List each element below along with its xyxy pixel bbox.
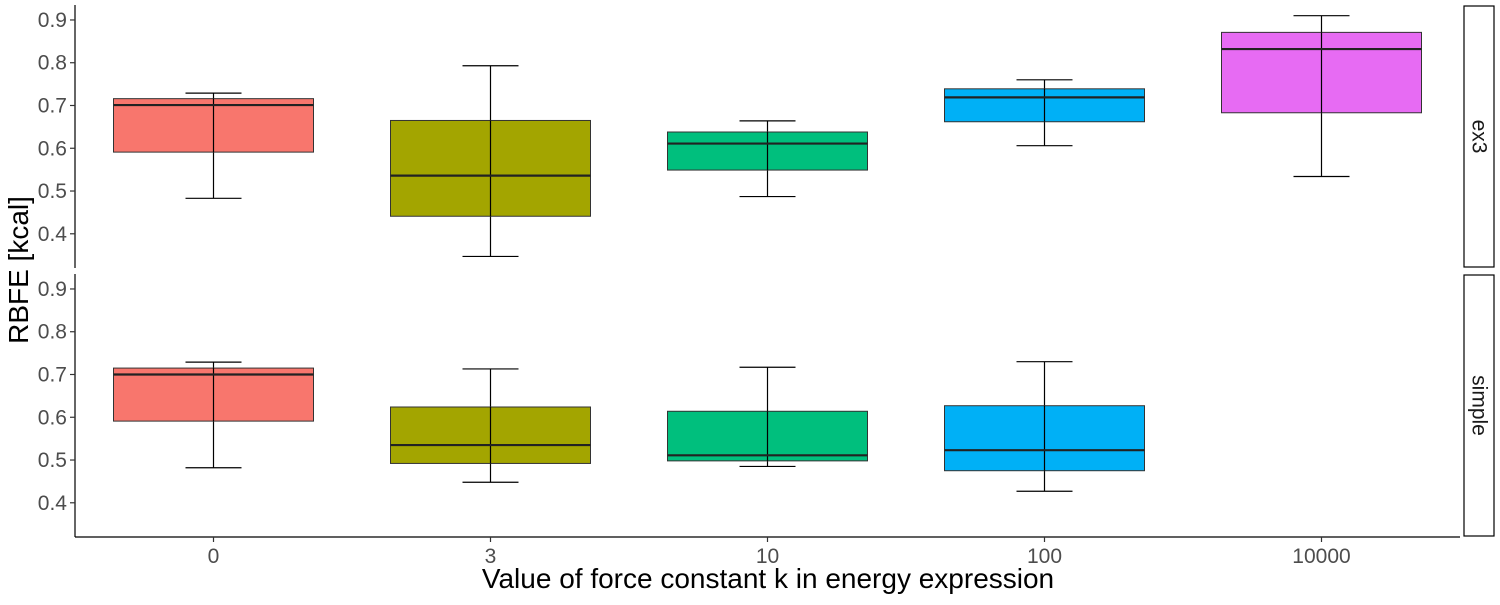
box-simple-k0 xyxy=(113,361,314,469)
y-tick-label: 0.8 xyxy=(38,321,67,344)
box-simple-k100 xyxy=(944,361,1145,492)
y-tick-label: 0.4 xyxy=(38,492,68,515)
y-tick-label: 0.8 xyxy=(38,52,67,75)
y-tick-label: 0.6 xyxy=(38,406,67,429)
facet-panel-ex3: 0.4 0.5 0.6 0.7 0.8 0.9 ex3 xyxy=(38,5,1495,268)
x-tick-label: 100 xyxy=(1027,545,1062,568)
y-axis-title: RBFE [kcal] xyxy=(3,196,34,344)
facet-strip xyxy=(1463,274,1495,537)
x-tick-label: 0 xyxy=(208,545,220,568)
y-tick-label: 0.7 xyxy=(38,94,67,117)
y-tick-label: 0.4 xyxy=(38,223,68,246)
x-tick-label: 3 xyxy=(485,545,497,568)
facet-strip xyxy=(1463,5,1495,268)
box-simple-k10 xyxy=(667,366,868,468)
box-simple-k3 xyxy=(390,368,591,483)
x-tick-label: 10000 xyxy=(1292,545,1350,568)
x-axis-title: Value of force constant k in energy expr… xyxy=(482,563,1054,594)
y-tick-label: 0.6 xyxy=(38,137,67,160)
facet-panel-simple: 0.4 0.5 0.6 0.7 0.8 0.9 simple xyxy=(38,274,1495,537)
x-tick-label: 10 xyxy=(756,545,779,568)
y-tick-label: 0.5 xyxy=(38,449,67,472)
y-tick-label: 0.7 xyxy=(38,363,67,386)
y-tick-label: 0.9 xyxy=(38,9,67,32)
box-ex3-k10000 xyxy=(1221,15,1422,178)
box-ex3-k100 xyxy=(944,79,1145,147)
facet-strip-label: simple xyxy=(1468,375,1491,436)
box-ex3-k0 xyxy=(113,92,314,199)
facet-strip-label: ex3 xyxy=(1468,120,1491,154)
box-ex3-k3 xyxy=(390,65,591,258)
y-tick-label: 0.9 xyxy=(38,278,67,301)
y-tick-label: 0.5 xyxy=(38,180,67,203)
box-ex3-k10 xyxy=(667,120,868,198)
